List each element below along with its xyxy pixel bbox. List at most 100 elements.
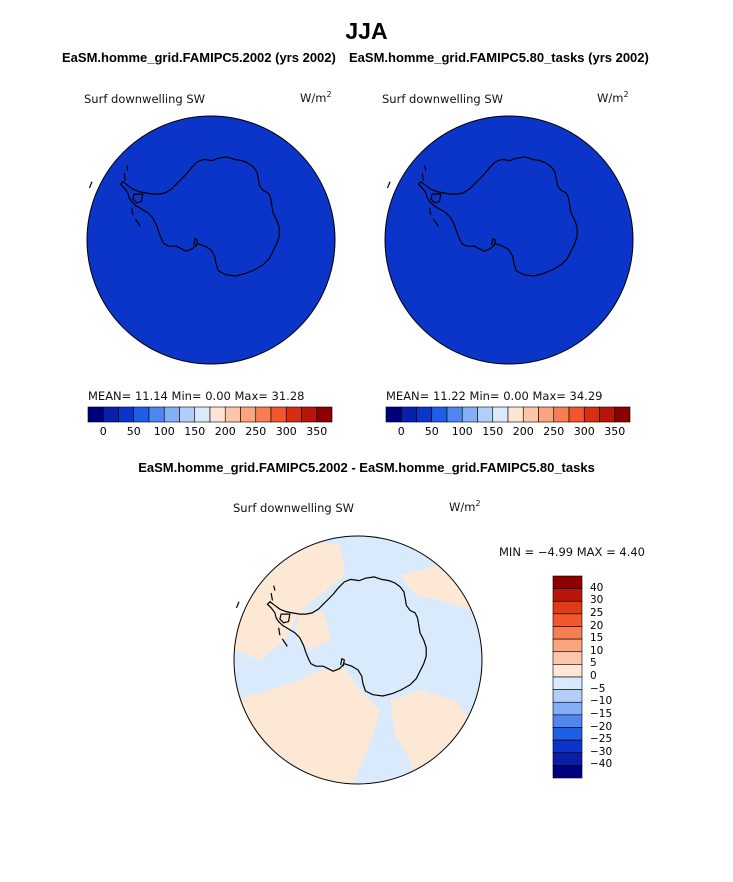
main-title: JJA <box>345 18 388 44</box>
right-colorbar-swatch <box>538 406 555 423</box>
left-colorbar-swatch <box>224 406 241 423</box>
left-colorbar-swatch <box>209 406 226 423</box>
left-colorbar-swatch <box>87 406 104 423</box>
diff-stats: MIN = −4.99 MAX = 4.40 <box>499 545 645 559</box>
right-colorbar-swatch <box>492 406 509 423</box>
left-units-label: W/m2 <box>300 90 332 105</box>
right-colorbar-tick-label: 0 <box>397 425 405 438</box>
right-colorbar-swatch <box>400 406 417 423</box>
diff-colorbar-swatch <box>552 752 583 766</box>
diff-colorbar-swatch <box>552 714 583 728</box>
diff-units-label: W/m2 <box>449 499 481 514</box>
diff-colorbar-tick-label: −30 <box>590 745 613 758</box>
left-colorbar-swatch <box>285 406 302 423</box>
diff-colorbar-swatch <box>552 701 583 716</box>
left-colorbar-swatch <box>148 406 165 423</box>
diff-colorbar-swatch <box>552 600 583 615</box>
diff-colorbar-tick-label: −5 <box>590 682 606 695</box>
diff-colorbar-tick-label: −25 <box>590 733 613 746</box>
left-map <box>86 115 336 365</box>
left-colorbar-swatch <box>163 406 180 423</box>
diff-variable-label: Surf downwelling SW <box>233 501 355 515</box>
left-colorbar-tick-label: 0 <box>99 425 107 438</box>
diff-colorbar-tick-label: 20 <box>590 619 604 632</box>
left-colorbar-swatch <box>179 406 196 423</box>
right-map <box>384 115 634 365</box>
diff-colorbar-tick-label: −40 <box>590 758 613 771</box>
diff-colorbar-tick-label: 15 <box>590 632 604 645</box>
right-stats: MEAN= 11.22 Min= 0.00 Max= 34.29 <box>386 389 603 403</box>
right-colorbar-swatch <box>461 406 478 423</box>
right-variable-label: Surf downwelling SW <box>382 92 504 106</box>
left-colorbar-swatch <box>240 406 257 423</box>
diff-colorbar-swatch <box>552 588 583 602</box>
left-colorbar-swatch <box>194 406 211 423</box>
diff-colorbar-swatch <box>552 638 583 653</box>
left-colorbar-swatch <box>301 406 318 423</box>
right-colorbar-tick-label: 150 <box>482 425 504 438</box>
right-panel-title: EaSM.homme_grid.FAMIPC5.80_tasks (yrs 20… <box>349 50 649 65</box>
diff-colorbar-swatch <box>552 613 583 627</box>
diff-colorbar-swatch <box>552 626 583 640</box>
left-colorbar-swatch <box>270 406 287 423</box>
right-colorbar-swatch <box>568 406 585 423</box>
diff-colorbar-tick-label: 10 <box>590 644 604 657</box>
left-map-disk <box>86 115 336 365</box>
diff-colorbar-swatch <box>552 651 583 665</box>
left-colorbar-tick-label: 100 <box>153 425 175 438</box>
diff-colorbar-tick-label: −10 <box>590 695 613 708</box>
right-colorbar-swatch <box>522 406 539 423</box>
right-colorbar-tick-label: 350 <box>604 425 626 438</box>
diff-colorbar-tick-label: 25 <box>590 606 604 619</box>
left-colorbar-tick-label: 50 <box>126 425 141 438</box>
diff-colorbar-swatch <box>552 575 583 589</box>
right-colorbar-swatch <box>477 406 494 423</box>
left-colorbar-tick-label: 350 <box>306 425 328 438</box>
diff-colorbar-swatch <box>552 739 583 754</box>
left-colorbar-swatch <box>118 406 135 423</box>
diff-colorbar-tick-label: −15 <box>590 707 613 720</box>
right-colorbar-swatch <box>416 406 433 423</box>
diff-colorbar-tick-label: −20 <box>590 720 613 733</box>
diff-colorbar-swatch <box>552 765 583 779</box>
right-colorbar-swatch <box>553 406 570 423</box>
diff-colorbar-swatch <box>552 727 583 741</box>
right-colorbar-tick-label: 250 <box>543 425 565 438</box>
right-colorbar-tick-label: 50 <box>424 425 439 438</box>
right-colorbar-swatch <box>385 406 402 423</box>
diff-colorbar-tick-label: 30 <box>590 594 604 607</box>
right-colorbar-swatch <box>431 406 448 423</box>
right-colorbar-tick-label: 200 <box>512 425 534 438</box>
right-colorbar-tick-label: 300 <box>573 425 595 438</box>
right-colorbar <box>385 406 631 423</box>
right-colorbar-swatch <box>599 406 616 423</box>
diff-map <box>233 535 483 785</box>
left-stats: MEAN= 11.14 Min= 0.00 Max= 31.28 <box>88 389 305 403</box>
diff-map-border <box>233 535 483 785</box>
left-colorbar-tick-label: 150 <box>184 425 206 438</box>
right-map-disk <box>384 115 634 365</box>
right-colorbar-tick-label: 100 <box>451 425 473 438</box>
right-colorbar-swatch <box>446 406 463 423</box>
right-colorbar-swatch <box>583 406 600 423</box>
left-colorbar-swatch <box>133 406 150 423</box>
diff-colorbar <box>552 575 583 779</box>
right-units-label: W/m2 <box>597 90 629 105</box>
diff-colorbar-swatch <box>552 676 583 690</box>
diff-panel-title: EaSM.homme_grid.FAMIPC5.2002 - EaSM.homm… <box>138 460 595 475</box>
left-colorbar-swatch <box>255 406 272 423</box>
diff-colorbar-swatch <box>552 664 583 678</box>
left-variable-label: Surf downwelling SW <box>84 92 206 106</box>
diff-colorbar-tick-label: 5 <box>590 657 597 670</box>
diff-colorbar-tick-label: 0 <box>590 670 597 682</box>
left-colorbar-tick-label: 250 <box>245 425 267 438</box>
left-colorbar-tick-label: 300 <box>275 425 297 438</box>
left-panel-title: EaSM.homme_grid.FAMIPC5.2002 (yrs 2002) <box>62 50 336 65</box>
left-colorbar-swatch <box>316 406 333 423</box>
right-colorbar-swatch <box>507 406 524 423</box>
left-colorbar <box>87 406 333 423</box>
diff-colorbar-swatch <box>552 689 583 703</box>
right-colorbar-swatch <box>614 406 631 423</box>
diff-colorbar-tick-label: 40 <box>590 581 604 594</box>
